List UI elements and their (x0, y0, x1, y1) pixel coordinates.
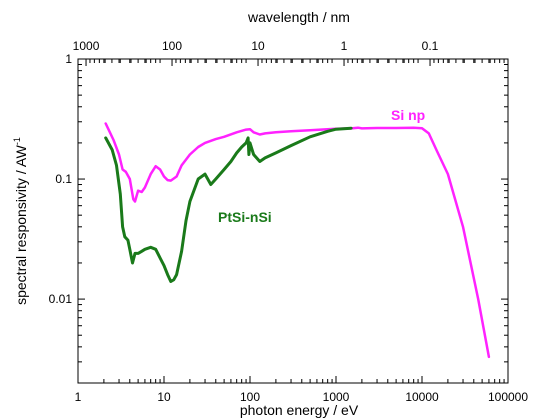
x-tick-label: 1000 (323, 390, 350, 404)
x-tick-label: 10 (157, 390, 171, 404)
x2-tick-label: 1 (341, 39, 348, 53)
series-line-si-np (104, 122, 491, 359)
y-axis-title: spectral responsivity / AW-1 (12, 137, 29, 305)
tick-labels: 1 10 100 1000 10000 100000 1000 100 10 1 0.1 0.01 0.… (49, 39, 529, 404)
y-axis-title-sup: -1 (12, 137, 22, 145)
y-tick-label: 1 (65, 52, 72, 66)
series-label-ptsi-nsi: PtSi-nSi (218, 209, 272, 225)
y-axis-title-main: spectral responsivity / AW (13, 144, 29, 305)
y-tick-label: 0.01 (49, 292, 73, 306)
x-tick-label: 100 (240, 390, 260, 404)
series-label-si-np: Si np (391, 107, 425, 123)
y-tick-label: 0.1 (55, 172, 72, 186)
plot-frame (77, 58, 509, 384)
x2-axis-title: wavelength / nm (247, 9, 350, 25)
series-line-ptsi-nsi (104, 126, 353, 283)
axis-ticks (77, 58, 509, 384)
x2-tick-label: 0.1 (422, 39, 439, 53)
x2-tick-label: 10 (251, 39, 265, 53)
x2-tick-label: 100 (162, 39, 182, 53)
series-lines (104, 122, 491, 359)
x-axis-title: photon energy / eV (240, 402, 359, 418)
x-tick-label: 1 (75, 390, 82, 404)
x2-tick-label: 1000 (73, 39, 100, 53)
x-tick-label: 10000 (405, 390, 439, 404)
x-tick-label: 100000 (488, 390, 528, 404)
